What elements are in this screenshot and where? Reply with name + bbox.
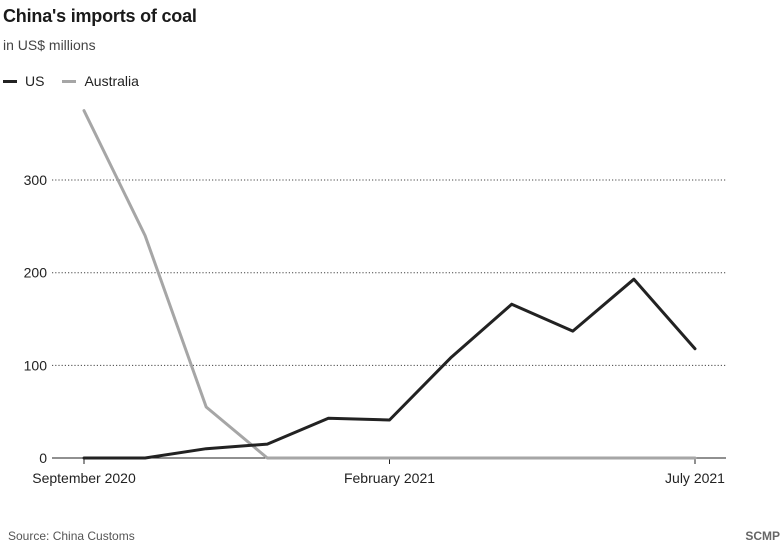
- legend-swatch-us: [3, 79, 17, 83]
- y-tick-label-100: 100: [24, 357, 48, 373]
- x-tick-label-10: July 2021: [665, 470, 725, 486]
- chart-title: China's imports of coal: [3, 6, 197, 26]
- chart-subtitle: in US$ millions: [3, 37, 96, 53]
- legend-label-us: US: [25, 73, 45, 89]
- brand-logo: SCMP: [745, 529, 780, 543]
- series-line-us: [82, 277, 697, 460]
- legend-swatch-australia: [62, 79, 77, 83]
- y-tick-label-200: 200: [24, 265, 48, 281]
- legend-label-australia: Australia: [84, 73, 139, 89]
- y-tick-label-300: 300: [24, 172, 48, 188]
- y-tick-label-0: 0: [39, 450, 47, 466]
- x-tick-label-0: September 2020: [32, 470, 136, 486]
- x-tick-label-5: February 2021: [344, 470, 435, 486]
- legend-item-australia: Australia: [62, 73, 139, 89]
- series-line-australia: [82, 109, 697, 460]
- legend: US Australia: [3, 73, 157, 89]
- legend-item-us: US: [3, 73, 44, 89]
- source-note: Source: China Customs: [8, 529, 135, 543]
